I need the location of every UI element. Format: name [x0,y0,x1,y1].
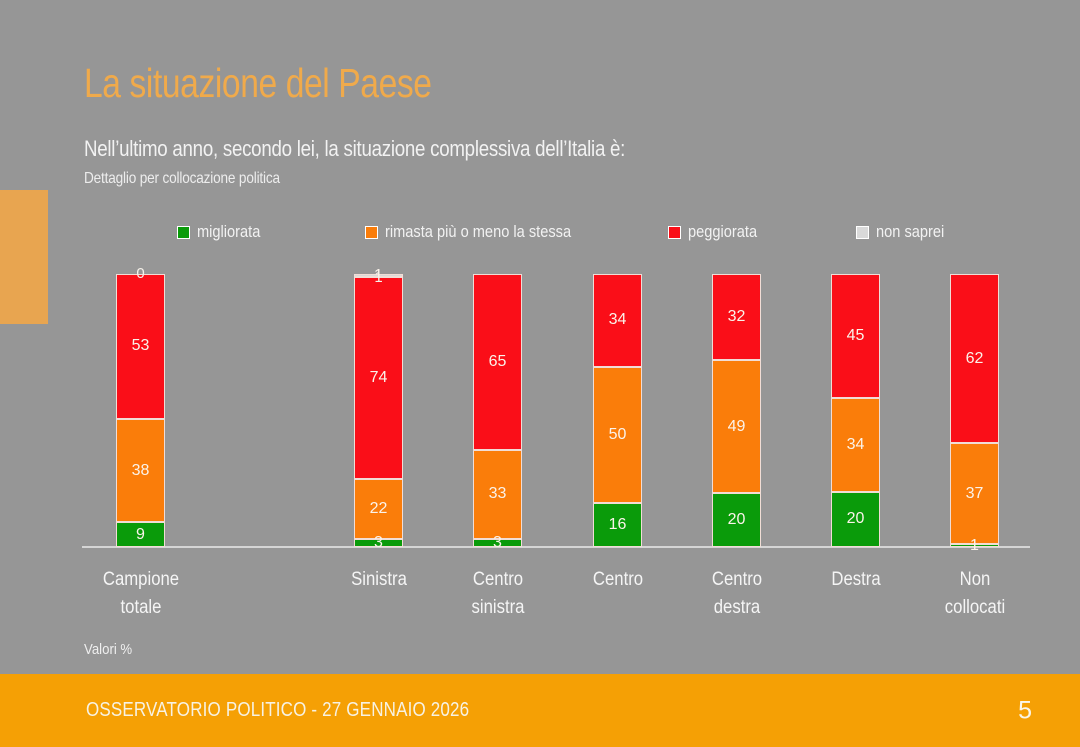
segment-rimasta: 34 [831,398,880,492]
segment-rimasta: 37 [950,443,999,545]
segment-value-label: 32 [727,308,746,326]
segment-value-label: 3 [374,533,383,551]
segment-value-label: 74 [369,368,388,386]
category-label-line: Sinistra [350,569,407,590]
segment-rimasta: 49 [712,360,761,493]
segment-value-label: 34 [846,435,865,453]
segment-value-label: 22 [369,499,388,517]
segment-value-label: 62 [965,349,984,367]
segment-rimasta: 33 [473,449,522,539]
segment-value-label: 53 [131,337,150,355]
segment-value-label: 50 [608,426,627,444]
bar-column-sinistra: 1 1 74 22 3 [354,267,403,550]
bar-column-centro: 34 50 16 [593,274,642,547]
category-label-line: destra [713,597,760,618]
category-label-campione-totale: Campione totale [75,566,207,622]
bar-column-centro-destra: 32 49 20 [712,274,761,547]
category-label-line: totale [120,597,161,618]
segment-peggiorata: 34 [593,274,642,367]
segment-migliorata: 3 [354,534,403,550]
category-label-line: collocati [944,597,1005,618]
footer-bar: OSSERVATORIO POLITICO - 27 GENNAIO 2026 … [0,674,1080,747]
footer-title: OSSERVATORIO POLITICO - 27 GENNAIO 2026 [86,699,470,721]
segment-migliorata: 3 [473,534,522,550]
segment-value-label: 1 [374,266,383,284]
page-title: La situazione del Paese [84,60,432,106]
category-label-line: Campione [102,569,179,590]
segment-rimasta: 38 [116,418,165,523]
page-number: 5 [1018,696,1032,724]
side-accent-tab [0,190,48,324]
segment-value-label: 9 [136,525,145,543]
category-label-centro-sinistra: Centro sinistra [432,566,564,622]
segment-migliorata: 1 [950,537,999,553]
segment-rimasta: 50 [593,366,642,504]
category-label-line: Centro [472,569,523,590]
bar-column-centro-sinistra: 65 33 3 [473,274,522,550]
bar-column-non-collocati: 62 37 1 [950,274,999,553]
segment-peggiorata: 65 [473,274,522,450]
segment-value-label: 37 [965,484,984,502]
non-saprei-value-label: 0 [136,265,145,282]
segment-non-saprei: 1 [354,267,403,283]
segment-peggiorata: 53 [116,274,165,419]
segment-value-label: 3 [493,533,502,551]
non-saprei-value-label: 1 [374,269,383,286]
segment-rimasta: 22 [354,478,403,539]
segment-value-label: 49 [727,417,746,435]
segment-value-label: 20 [727,510,746,528]
bar-column-destra: 45 34 20 [831,274,880,547]
segment-value-label: 16 [608,516,627,534]
segment-peggiorata: 62 [950,274,999,444]
segment-peggiorata: 45 [831,274,880,399]
category-label-centro: Centro [552,566,684,594]
category-label-line: Centro [592,569,643,590]
segment-migliorata: 9 [116,522,165,547]
category-label-line: sinistra [471,597,524,618]
category-label-non-collocati: Non collocati [909,566,1041,622]
segment-migliorata: 20 [712,492,761,547]
segment-peggiorata: 32 [712,274,761,361]
category-label-line: Destra [830,569,881,590]
values-note: Valori % [84,641,133,658]
segment-migliorata: 16 [593,503,642,547]
segment-value-label: 45 [846,327,865,345]
category-label-sinistra: Sinistra [313,566,445,594]
category-label-centro-destra: Centro destra [671,566,803,622]
segment-value-label: 33 [488,485,507,503]
category-label-line: Non [959,569,990,590]
x-axis-line [82,546,1030,548]
segment-migliorata: 20 [831,491,880,547]
bar-column-campione-totale: 0 53 38 9 [116,266,165,547]
breakdown-subtitle: Dettaglio per collocazione politica [84,170,280,187]
segment-value-label: 34 [608,311,627,329]
survey-question-subtitle: Nell’ultimo anno, secondo lei, la situaz… [84,136,626,161]
segment-value-label: 1 [970,536,979,554]
category-label-destra: Destra [790,566,922,594]
category-label-line: Centro [711,569,762,590]
segment-value-label: 38 [131,461,150,479]
segment-value-label: 20 [846,510,865,528]
segment-peggiorata: 74 [354,277,403,479]
segment-value-label: 65 [488,352,507,370]
